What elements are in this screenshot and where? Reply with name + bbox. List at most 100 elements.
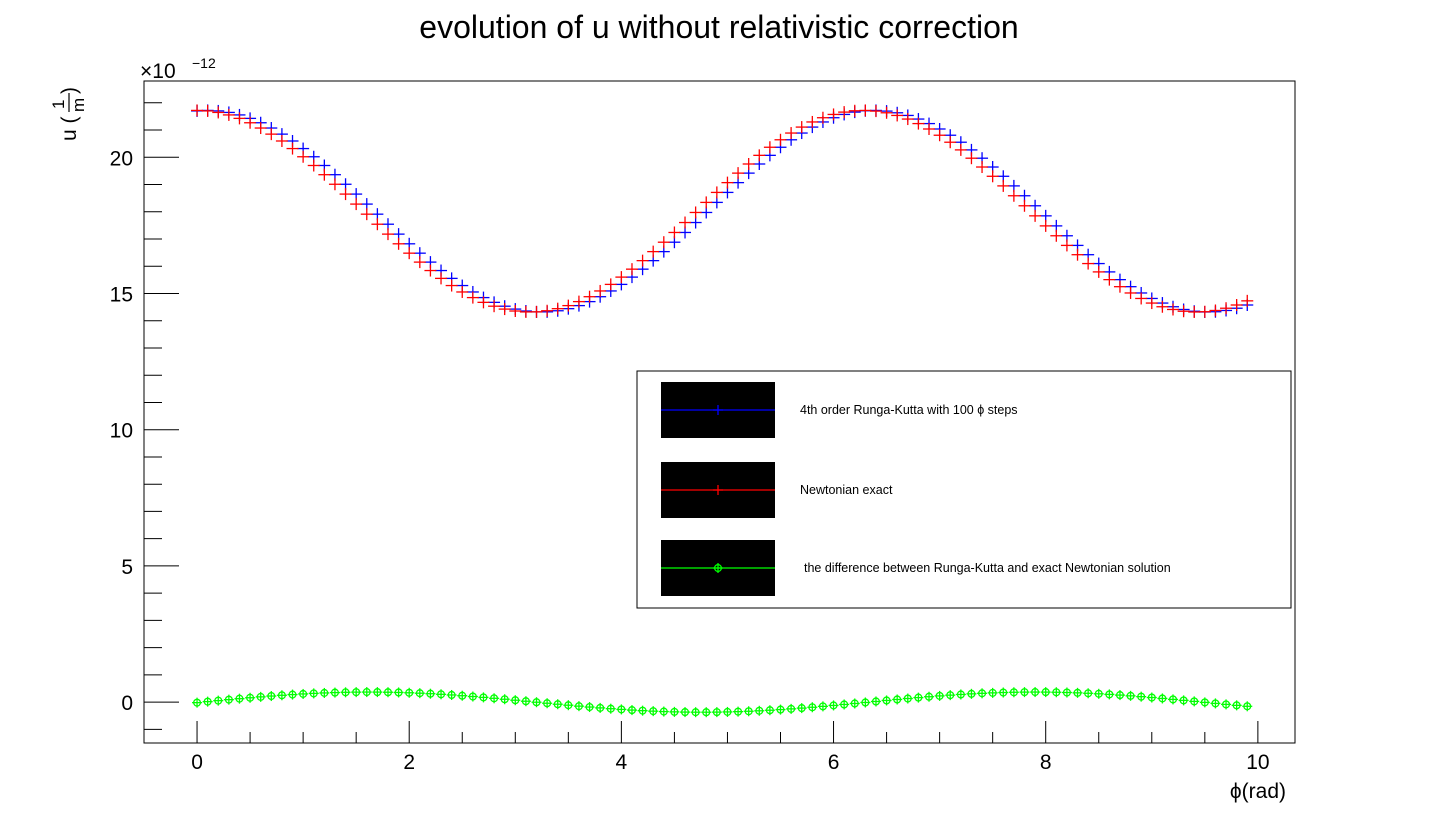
data-point — [615, 271, 628, 284]
data-point — [807, 702, 818, 713]
data-point — [466, 291, 479, 304]
data-point — [329, 687, 340, 698]
data-point — [1082, 257, 1095, 270]
data-point — [371, 218, 384, 231]
data-point — [1198, 305, 1211, 318]
data-point — [562, 299, 575, 312]
data-point — [796, 703, 807, 714]
data-point — [498, 303, 511, 316]
data-point — [425, 688, 436, 699]
data-point — [404, 687, 415, 698]
data-point — [372, 687, 383, 698]
data-point — [202, 696, 213, 707]
data-point — [489, 693, 500, 704]
data-point — [1156, 300, 1169, 313]
x-axis-ticks — [196, 721, 1259, 743]
data-point — [467, 691, 478, 702]
data-point — [276, 690, 287, 701]
data-series — [191, 104, 1254, 718]
data-point — [658, 706, 669, 717]
data-point — [541, 304, 554, 317]
data-point — [701, 707, 712, 718]
data-point — [436, 689, 447, 700]
data-point — [339, 188, 352, 201]
legend-swatch-marker — [713, 563, 723, 573]
data-point — [1135, 292, 1148, 305]
data-point — [924, 691, 935, 702]
data-point — [319, 687, 330, 698]
data-point — [1018, 189, 1031, 202]
chart-title: evolution of u without relativistic corr… — [419, 9, 1018, 45]
data-point — [531, 697, 542, 708]
data-point — [457, 690, 468, 701]
data-point — [361, 687, 372, 698]
data-point — [625, 263, 638, 276]
data-point — [987, 687, 998, 698]
y-tick-label: 15 — [110, 283, 133, 306]
data-point — [1188, 305, 1201, 318]
data-point — [191, 104, 204, 117]
legend: 4th order Runga-Kutta with 100 ϕ steps Ne… — [636, 370, 1292, 609]
data-point — [1146, 692, 1157, 703]
data-point — [1018, 199, 1031, 212]
x-tick-label: 8 — [1040, 751, 1052, 774]
data-point — [583, 290, 596, 303]
data-point — [1029, 199, 1042, 212]
data-point — [1029, 209, 1042, 222]
data-point — [689, 206, 702, 219]
legend-entry-2: Newtonian exact — [661, 462, 893, 518]
series-2 — [191, 104, 1254, 318]
y-axis-label-suffix: ) — [58, 87, 81, 94]
data-point — [414, 688, 425, 699]
data-point — [827, 108, 840, 121]
data-point — [775, 704, 786, 715]
data-point — [869, 105, 882, 118]
data-point — [997, 179, 1010, 192]
data-point — [1209, 304, 1222, 317]
data-point — [1103, 273, 1116, 286]
data-point — [657, 236, 670, 249]
data-point — [255, 691, 266, 702]
data-point — [595, 702, 606, 713]
data-point — [393, 687, 404, 698]
data-point — [892, 694, 903, 705]
data-point — [350, 198, 363, 211]
data-point — [1007, 189, 1020, 202]
data-point — [828, 700, 839, 711]
data-point — [222, 108, 235, 121]
data-point — [1114, 690, 1125, 701]
data-point — [542, 698, 553, 709]
data-point — [753, 149, 766, 162]
data-point — [944, 136, 957, 149]
x-axis-tick-labels: 0 2 4 6 8 10 — [191, 751, 1269, 774]
data-point — [1145, 297, 1158, 310]
x-axis-label: ϕ(rad) — [1230, 780, 1286, 803]
legend-label: 4th order Runga-Kutta with 100 ϕ steps — [800, 403, 1018, 417]
data-point — [1125, 690, 1136, 701]
data-point — [849, 698, 860, 709]
data-point — [955, 689, 966, 700]
data-point — [424, 264, 437, 277]
data-point — [1060, 239, 1073, 252]
data-point — [351, 687, 362, 698]
y-axis-label: u ( 1 m ) — [49, 87, 88, 141]
data-point — [966, 688, 977, 699]
data-point — [266, 691, 277, 702]
data-point — [902, 693, 913, 704]
legend-swatch-marker — [713, 405, 723, 415]
data-point — [648, 706, 659, 717]
data-point — [1113, 280, 1126, 293]
data-point — [445, 279, 458, 292]
data-point — [616, 704, 627, 715]
data-point — [520, 696, 531, 707]
data-point — [318, 168, 331, 181]
legend-swatch-marker — [713, 485, 723, 495]
data-point — [838, 106, 851, 119]
data-point — [1220, 302, 1233, 315]
data-point — [711, 707, 722, 718]
data-point — [976, 161, 989, 174]
data-point — [986, 170, 999, 183]
data-point — [891, 109, 904, 122]
y-axis-tick-labels: 0 5 10 15 20 — [110, 147, 133, 715]
data-point — [923, 122, 936, 135]
